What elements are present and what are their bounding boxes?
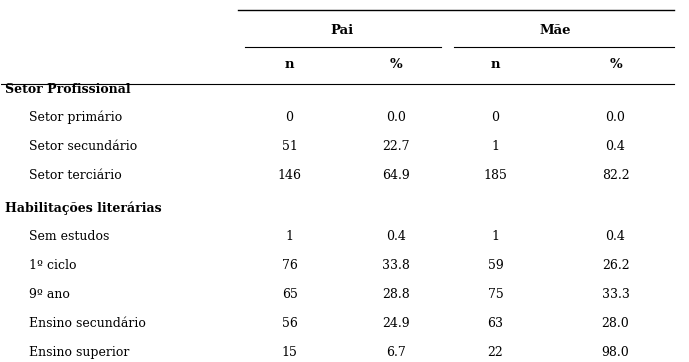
Text: 33.8: 33.8 [382,259,410,272]
Text: 0.4: 0.4 [386,230,406,243]
Text: Habilitações literárias: Habilitações literárias [5,201,161,215]
Text: 0.4: 0.4 [606,140,626,153]
Text: 56: 56 [282,317,298,330]
Text: 26.2: 26.2 [601,259,629,272]
Text: 0: 0 [491,111,500,124]
Text: 6.7: 6.7 [386,346,406,359]
Text: %: % [609,58,622,71]
Text: 0.4: 0.4 [606,230,626,243]
Text: Sem estudos: Sem estudos [29,230,110,243]
Text: 1: 1 [491,140,500,153]
Text: Ensino superior: Ensino superior [29,346,130,359]
Text: 64.9: 64.9 [382,169,410,182]
Text: Setor Profissional: Setor Profissional [5,83,130,96]
Text: Setor terciário: Setor terciário [29,169,121,182]
Text: 98.0: 98.0 [601,346,630,359]
Text: 0.0: 0.0 [606,111,626,124]
Text: Pai: Pai [331,24,354,37]
Text: 22.7: 22.7 [382,140,410,153]
Text: 33.3: 33.3 [601,288,630,301]
Text: 82.2: 82.2 [601,169,629,182]
Text: 0.0: 0.0 [386,111,406,124]
Text: 146: 146 [278,169,302,182]
Text: %: % [389,58,402,71]
Text: 9º ano: 9º ano [29,288,70,301]
Text: 1: 1 [286,230,294,243]
Text: 0: 0 [286,111,294,124]
Text: 24.9: 24.9 [382,317,410,330]
Text: 28.8: 28.8 [382,288,410,301]
Text: n: n [285,58,294,71]
Text: 28.0: 28.0 [601,317,630,330]
Text: Mãe: Mãe [539,24,571,37]
Text: Ensino secundário: Ensino secundário [29,317,145,330]
Text: 22: 22 [488,346,504,359]
Text: 76: 76 [282,259,298,272]
Text: Setor primário: Setor primário [29,111,122,125]
Text: 63: 63 [488,317,504,330]
Text: 15: 15 [282,346,298,359]
Text: 59: 59 [488,259,504,272]
Text: 1º ciclo: 1º ciclo [29,259,76,272]
Text: n: n [491,58,500,71]
Text: 185: 185 [484,169,507,182]
Text: 65: 65 [282,288,298,301]
Text: 51: 51 [282,140,298,153]
Text: 75: 75 [488,288,504,301]
Text: Setor secundário: Setor secundário [29,140,137,153]
Text: 1: 1 [491,230,500,243]
